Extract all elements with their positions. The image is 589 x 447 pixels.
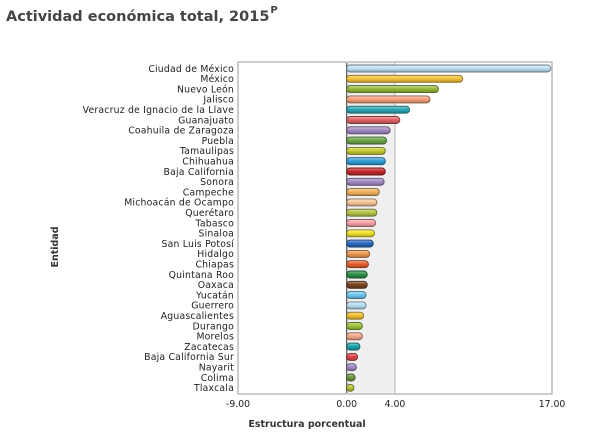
- bar-7[interactable]: [346, 126, 391, 135]
- bar-9[interactable]: [346, 146, 386, 155]
- category-label: Yucatán: [195, 290, 234, 301]
- category-label: Colima: [201, 373, 234, 384]
- bar-29[interactable]: [346, 352, 359, 361]
- bar-18[interactable]: [346, 239, 374, 248]
- bar-24[interactable]: [346, 301, 367, 310]
- bar-27[interactable]: [346, 332, 363, 341]
- x-tick-label: 17.00: [539, 399, 566, 410]
- category-label: Campeche: [183, 187, 234, 198]
- category-label: Morelos: [196, 332, 234, 343]
- category-label: Michoacán de Ocampo: [124, 198, 234, 209]
- category-label: San Luis Potosí: [162, 239, 235, 250]
- bar-25[interactable]: [346, 311, 365, 320]
- category-label: Quintana Roo: [169, 270, 235, 281]
- category-label: Tabasco: [195, 218, 235, 229]
- x-axis-label: Estructura porcentual: [248, 419, 365, 430]
- bar-16[interactable]: [346, 219, 377, 227]
- bar-17[interactable]: [346, 229, 375, 238]
- x-tick-labels: -9.00 0.00 4.00 17.00: [226, 399, 565, 410]
- category-label: Guerrero: [191, 301, 234, 312]
- bars-group: [346, 64, 552, 392]
- category-label: Baja California: [164, 167, 234, 178]
- bar-11[interactable]: [346, 167, 386, 176]
- category-label: Sonora: [200, 177, 234, 188]
- x-tick-label: -9.00: [226, 399, 250, 410]
- chart-title: Actividad económica total, 2015P: [6, 5, 278, 25]
- category-label: Sinaloa: [199, 229, 234, 240]
- bar-15[interactable]: [346, 208, 378, 217]
- category-label: Ciudad de México: [148, 64, 234, 75]
- category-label: Jalisco: [202, 95, 234, 106]
- category-label: Durango: [193, 321, 235, 332]
- bar-1[interactable]: [346, 64, 552, 73]
- chart-title-superscript: P: [270, 5, 278, 16]
- chart-title-text: Actividad económica total, 2015: [6, 9, 270, 25]
- category-label: Zacatecas: [184, 342, 234, 353]
- bar-4[interactable]: [346, 95, 431, 104]
- category-label: Coahuila de Zaragoza: [128, 126, 234, 137]
- bar-26[interactable]: [346, 322, 363, 330]
- category-label: Baja California Sur: [144, 352, 234, 363]
- category-label: Guanajuato: [178, 115, 234, 126]
- category-label: Chihuahua: [182, 157, 234, 168]
- bar-23[interactable]: [346, 291, 367, 300]
- category-label: Nuevo León: [177, 84, 234, 95]
- x-tick-label: 4.00: [385, 399, 406, 410]
- bar-13[interactable]: [346, 188, 380, 197]
- bar-32[interactable]: [346, 383, 355, 392]
- category-label: Tamaulipas: [179, 146, 234, 157]
- bar-28[interactable]: [346, 342, 361, 351]
- category-label: Veracruz de Ignacio de la Llave: [83, 105, 234, 116]
- bar-22[interactable]: [346, 280, 368, 289]
- category-label: Chiapas: [195, 260, 234, 271]
- bar-21[interactable]: [346, 270, 368, 279]
- bar-30[interactable]: [346, 363, 357, 372]
- bar-6[interactable]: [346, 116, 401, 124]
- y-axis-label: Entidad: [50, 226, 61, 267]
- bar-12[interactable]: [346, 177, 385, 186]
- bar-31[interactable]: [346, 373, 356, 382]
- bar-8[interactable]: [346, 136, 387, 145]
- x-tick-label: 0.00: [336, 399, 357, 410]
- bar-3[interactable]: [346, 85, 439, 94]
- bar-14[interactable]: [346, 198, 378, 207]
- category-label: México: [200, 74, 234, 85]
- bar-5[interactable]: [346, 105, 410, 114]
- bar-19[interactable]: [346, 249, 371, 258]
- category-label: Nayarit: [199, 363, 234, 374]
- category-label: Oaxaca: [198, 280, 234, 291]
- bar-2[interactable]: [346, 74, 464, 83]
- category-label: Hidalgo: [197, 249, 234, 260]
- bar-20[interactable]: [346, 260, 369, 269]
- category-label: Aguascalientes: [161, 311, 234, 322]
- category-label: Querétaro: [185, 208, 234, 219]
- category-label: Puebla: [202, 136, 234, 147]
- category-label: Tlaxcala: [193, 383, 234, 394]
- bar-10[interactable]: [346, 157, 386, 166]
